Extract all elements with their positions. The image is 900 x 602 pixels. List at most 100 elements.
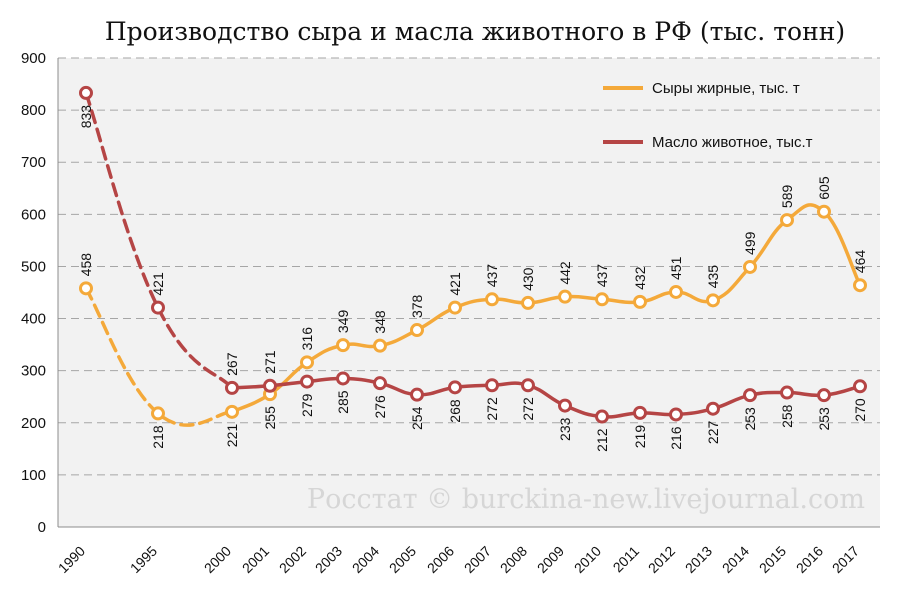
data-point: [817, 388, 831, 403]
data-labels: 458 218 221 255 316 349 348 378 421 437 430 442 437 4…: [78, 105, 868, 452]
data-label: 268: [447, 399, 463, 423]
y-tick-label: 500: [21, 258, 46, 275]
data-point: [558, 398, 572, 413]
data-label: 432: [632, 266, 648, 290]
data-point: [633, 405, 647, 420]
x-tick-label: 2004: [349, 543, 382, 576]
legend-entry: Масло животное, тыс.т: [652, 134, 813, 151]
data-label: 267: [224, 352, 240, 376]
data-label: 271: [262, 350, 278, 374]
x-tick-label: 2010: [571, 543, 604, 576]
y-tick-label: 600: [21, 206, 46, 223]
data-point: [595, 292, 609, 307]
data-label: 272: [484, 397, 500, 421]
data-point: [521, 295, 535, 310]
data-label: 227: [705, 420, 721, 444]
data-label: 437: [484, 264, 500, 288]
data-label: 218: [150, 425, 166, 449]
data-point: [410, 323, 424, 338]
data-point: [225, 380, 239, 395]
y-tick-label: 400: [21, 311, 46, 328]
data-point: [336, 338, 350, 353]
watermark: Росстат © burckina-new.livejournal.com: [307, 484, 865, 515]
x-tick-label: 1990: [55, 543, 88, 576]
x-tick-label: 2003: [312, 543, 345, 576]
data-point: [263, 378, 277, 393]
data-label: 464: [852, 250, 868, 274]
series-line-dashed: [84, 91, 234, 390]
x-tick-label: 2005: [386, 543, 419, 576]
data-point: [521, 378, 535, 393]
data-point: [558, 289, 572, 304]
data-point: [853, 278, 867, 293]
data-point: [780, 213, 794, 228]
data-point: [151, 406, 165, 421]
data-label: 276: [372, 395, 388, 419]
plot-area: [58, 58, 880, 527]
data-label: 589: [779, 184, 795, 208]
chart-title: Производство сыра и масла животного в РФ…: [105, 17, 845, 46]
data-label: 378: [409, 294, 425, 318]
x-tick-label: 2013: [682, 543, 715, 576]
data-point: [79, 281, 93, 296]
data-label: 272: [520, 397, 536, 421]
x-tick-label: 2002: [276, 543, 309, 576]
data-label: 285: [335, 390, 351, 414]
data-label: 833: [78, 105, 94, 129]
x-tick-label: 2009: [534, 543, 567, 576]
x-tick-label: 2017: [829, 543, 862, 576]
data-label: 316: [299, 327, 315, 351]
data-label: 253: [816, 407, 832, 431]
x-tick-label: 2015: [756, 543, 789, 576]
data-label: 279: [299, 393, 315, 417]
x-tick-label: 2007: [461, 543, 494, 576]
legend-entry: Сыры жирные, тыс. т: [652, 80, 800, 97]
data-point: [300, 374, 314, 389]
data-label: 270: [852, 398, 868, 422]
data-label: 458: [78, 253, 94, 277]
data-label: 258: [779, 404, 795, 428]
data-point: [743, 388, 757, 403]
x-tick-label: 2000: [201, 543, 234, 576]
data-label: 254: [409, 406, 425, 430]
y-tick-label: 700: [21, 154, 46, 171]
y-tick-label: 0: [38, 519, 46, 536]
x-tick-label: 2012: [645, 543, 678, 576]
data-point: [706, 293, 720, 308]
data-point: [151, 300, 165, 315]
x-tick-label: 2011: [610, 543, 643, 576]
data-point: [485, 378, 499, 393]
data-point: [485, 292, 499, 307]
x-tick-label: 2001: [239, 543, 272, 576]
data-label: 499: [742, 231, 758, 255]
data-label: 349: [335, 310, 351, 334]
data-label: 605: [816, 176, 832, 200]
data-point: [448, 300, 462, 315]
data-label: 348: [372, 310, 388, 334]
data-label: 221: [224, 424, 240, 448]
data-point: [373, 338, 387, 353]
data-point: [780, 385, 794, 400]
data-point: [853, 379, 867, 394]
y-tick-label: 300: [21, 363, 46, 380]
data-point: [817, 204, 831, 219]
data-point: [669, 407, 683, 422]
y-tick-label: 200: [21, 415, 46, 432]
y-tick-label: 900: [21, 50, 46, 67]
series: [79, 85, 867, 427]
x-tick-label: 2016: [793, 543, 826, 576]
y-axis: 0 100 200 300 400 500 600 700 800 900: [21, 50, 880, 536]
data-label: 219: [632, 425, 648, 449]
data-label: 437: [594, 264, 610, 288]
data-point: [410, 387, 424, 402]
data-label: 435: [705, 265, 721, 289]
data-point: [706, 401, 720, 416]
x-tick-label: 1995: [127, 543, 160, 576]
data-point: [669, 284, 683, 299]
data-point: [743, 259, 757, 274]
data-label: 233: [557, 417, 573, 441]
data-label: 216: [668, 426, 684, 450]
data-point: [336, 371, 350, 386]
